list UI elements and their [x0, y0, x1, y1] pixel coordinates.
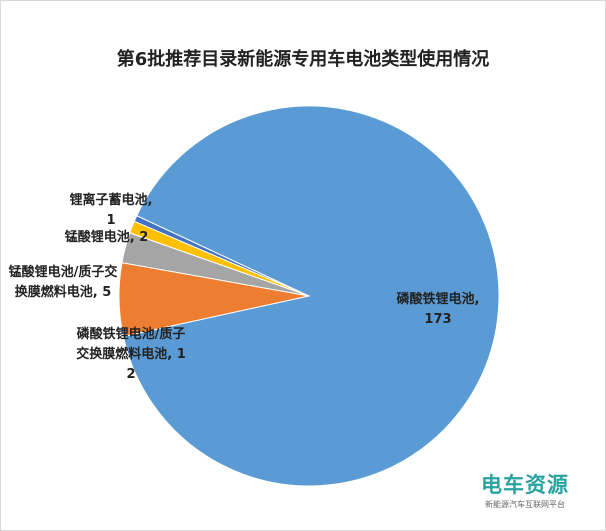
label-separator: ,: [147, 193, 153, 208]
label-separator: ,: [474, 292, 480, 307]
label-separator: ,: [167, 347, 173, 362]
data-label: 锰酸锂电池, 2: [39, 228, 174, 248]
label-value: 173: [424, 312, 452, 327]
chart-title: 第6批推荐目录新能源专用车电池类型使用情况: [116, 49, 490, 70]
label-category: 磷酸铁锂电池: [396, 292, 475, 307]
label-separator: ,: [129, 230, 135, 245]
label-category: 锰酸锂电池/质子交换膜燃料电池: [8, 265, 118, 300]
watermark-subtitle: 新能源汽车互联网平台: [485, 500, 565, 509]
watermark-title: 电车资源: [481, 473, 569, 497]
pie-slice: [122, 105, 500, 487]
label-value: 5: [102, 285, 112, 300]
label-value: 2: [139, 230, 149, 245]
label-category: 磷酸铁锂电池/质子交换膜燃料电池: [76, 327, 186, 362]
label-value: 12: [126, 347, 186, 382]
data-label: 锂离子蓄电池, 1: [57, 191, 165, 231]
label-category: 锰酸锂电池: [64, 230, 130, 245]
label-separator: ,: [92, 285, 98, 300]
data-label: 磷酸铁锂电池, 173: [384, 290, 492, 330]
data-label: 磷酸铁锂电池/质子交换膜燃料电池, 12: [75, 325, 187, 385]
label-category: 锂离子蓄电池: [69, 193, 148, 208]
label-value: 1: [106, 213, 116, 228]
data-label: 锰酸锂电池/质子交换膜燃料电池, 5: [7, 263, 119, 303]
watermark: 电车资源 新能源汽车互联网平台: [481, 469, 569, 510]
